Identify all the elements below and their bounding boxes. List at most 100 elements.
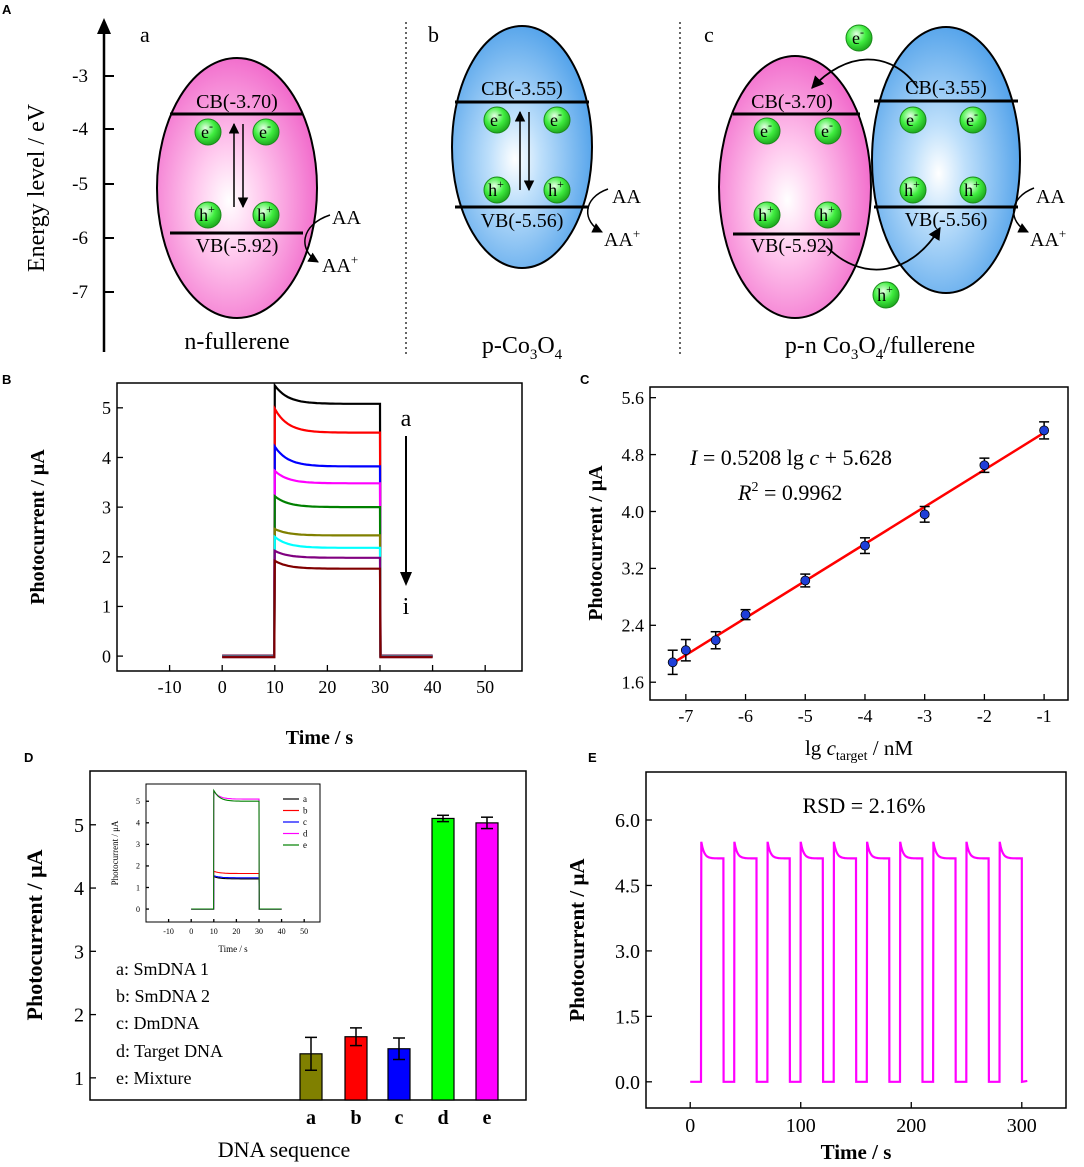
y-tick-label: 5 [136, 797, 140, 806]
x-tick-label: -5 [798, 706, 813, 726]
data-point [860, 540, 870, 551]
bars-d [299, 814, 499, 1101]
hole-icon [483, 176, 511, 204]
heterojunction-title: p-n Co3O4/fullerene [785, 333, 975, 363]
electron-transfer-arrow [811, 58, 919, 89]
series-e [690, 841, 1028, 1084]
electron-label: e- [852, 25, 864, 48]
series-order-arrowhead [400, 572, 412, 586]
panel-c: C -7 -6 -5 -4 -3 -2 -1 1.6 2.4 3.2 4.0 4.8 5.6 lg cta… [580, 372, 1069, 764]
y-tick-label: 1 [136, 883, 140, 892]
charge-carriers: e-e-h+ h+ e-e-h+ h+ e-e-h+ h+ e-e-h+ h+ e-h+ [194, 24, 987, 309]
photocurrent-curve-i [222, 558, 433, 659]
bar-legend: a: SmDNA 1 b: SmDNA 2 c: DmDNA d: Target… [116, 959, 223, 1088]
data-point [680, 645, 691, 656]
y-tick-label: 2 [74, 1005, 84, 1027]
n-fullerene-diagram: a CB(-3.70) VB(-5.92) AA AA+ n-fullerene [140, 22, 361, 355]
inset-legend-label: a [303, 794, 307, 804]
inset-legend-label: e [303, 840, 307, 850]
inset-curve-b [191, 870, 282, 910]
co3o4-ellipse [871, 26, 1021, 294]
panel-b: B -10 0 10 20 30 40 50 0 1 2 3 4 5 Time / s Photocurre… [2, 372, 523, 749]
x-tick-label: e [483, 1107, 492, 1129]
y-tick-label: 2 [102, 547, 111, 567]
electron-label: e- [760, 118, 772, 141]
x-tick-label: -7 [678, 706, 693, 726]
data-point [979, 460, 990, 471]
y-tick-label: 3 [74, 941, 84, 963]
hole-icon [959, 176, 987, 204]
y-tick-label: 6.0 [615, 810, 640, 832]
data-point [919, 509, 930, 520]
sub-letter-a: a [140, 22, 150, 47]
y-tick-label: 1.6 [622, 673, 645, 693]
photocurrent-curve-b [222, 404, 433, 657]
y-axis-title: Photocurrent / μA [565, 858, 589, 1022]
co3o4-title: p-Co3O4 [482, 333, 563, 363]
x-tick-label: -1 [1037, 706, 1052, 726]
x-tick-label: 20 [318, 677, 336, 697]
legend-entry: e: Mixture [116, 1068, 191, 1088]
x-axis-title: lg ctarget / nM [805, 736, 913, 764]
x-tick-label: 40 [424, 677, 442, 697]
aa-oxidation-arrow [1012, 187, 1035, 233]
hole-label: h+ [819, 202, 835, 225]
photocurrent-curve-e [222, 493, 433, 658]
x-tick-label: 10 [266, 677, 284, 697]
energy-tick-label: -3 [72, 66, 88, 87]
y-axis-title: Photocurrent / μA [27, 449, 49, 605]
x-tick-label: a [306, 1107, 316, 1129]
inset-xlabel: Time / s [218, 944, 248, 954]
x-axis-title: DNA sequence [218, 1137, 351, 1162]
x-tick-label: -4 [857, 706, 872, 726]
panel-label-e: E [588, 750, 597, 765]
inset-curve-c [191, 874, 282, 910]
energy-tick-label: -6 [72, 228, 88, 249]
x-tick-label: d [437, 1107, 448, 1129]
photocurrent-curve-c [222, 443, 433, 658]
data-point [800, 575, 811, 586]
aa-label: AA [612, 186, 641, 208]
legend-entry: a: SmDNA 1 [116, 959, 209, 979]
y-tick-label: 3 [102, 497, 111, 517]
x-tick-label: 0 [189, 927, 193, 936]
series-end-label: i [403, 594, 410, 620]
vb-label-left: VB(-5.92) [751, 235, 834, 257]
x-tick-label: c [395, 1107, 404, 1129]
panel-label-c: C [580, 372, 590, 387]
hole-icon [252, 201, 280, 229]
plot-frame-b [116, 382, 523, 672]
legend-entry: b: SmDNA 2 [116, 986, 210, 1006]
y-tick-label: 3.2 [622, 559, 645, 579]
axes-b: -10 0 10 20 30 40 50 0 1 2 3 4 5 Time / s Photocurrent… [27, 398, 494, 749]
rsd-annotation: RSD = 2.16% [802, 793, 925, 818]
y-tick-label: 3 [136, 840, 140, 849]
vb-label: VB(-5.56) [481, 210, 564, 232]
inset-series [191, 788, 282, 910]
electron-icon [845, 24, 873, 52]
photocurrent-curve-a [222, 382, 433, 657]
electron-label: e- [550, 107, 562, 130]
x-tick-label: 0 [685, 1115, 695, 1137]
data-point [667, 657, 678, 668]
photocurrent-curve-d [222, 468, 433, 658]
inset-legend-label: c [303, 817, 307, 827]
plot-frame-e [645, 771, 1067, 1109]
axes-c: -7 -6 -5 -4 -3 -2 -1 1.6 2.4 3.2 4.0 4.8 5.6 lg ctarg… [585, 388, 1052, 764]
panel-a: A -3 -4 -5 -6 -7 Energy level / eV a CB(… [2, 2, 1066, 363]
fit-equation: I = 0.5208 lg c + 5.628 [689, 445, 892, 470]
plot-frame-c [649, 386, 1069, 701]
aa-plus-label: AA+ [322, 252, 358, 277]
x-tick-label: 50 [300, 927, 308, 936]
vb-label-right: VB(-5.56) [905, 209, 988, 231]
n-fullerene-title: n-fullerene [184, 329, 289, 355]
x-tick-label: 50 [476, 677, 494, 697]
x-tick-label: b [350, 1107, 361, 1129]
y-tick-label: 1.5 [615, 1006, 640, 1028]
aa-oxidation-arrow [586, 188, 609, 233]
inset-legend-label: d [303, 829, 308, 839]
sub-letter-b: b [428, 22, 439, 47]
legend-entry: c: DmDNA [116, 1013, 200, 1033]
electron-label: e- [966, 107, 978, 130]
